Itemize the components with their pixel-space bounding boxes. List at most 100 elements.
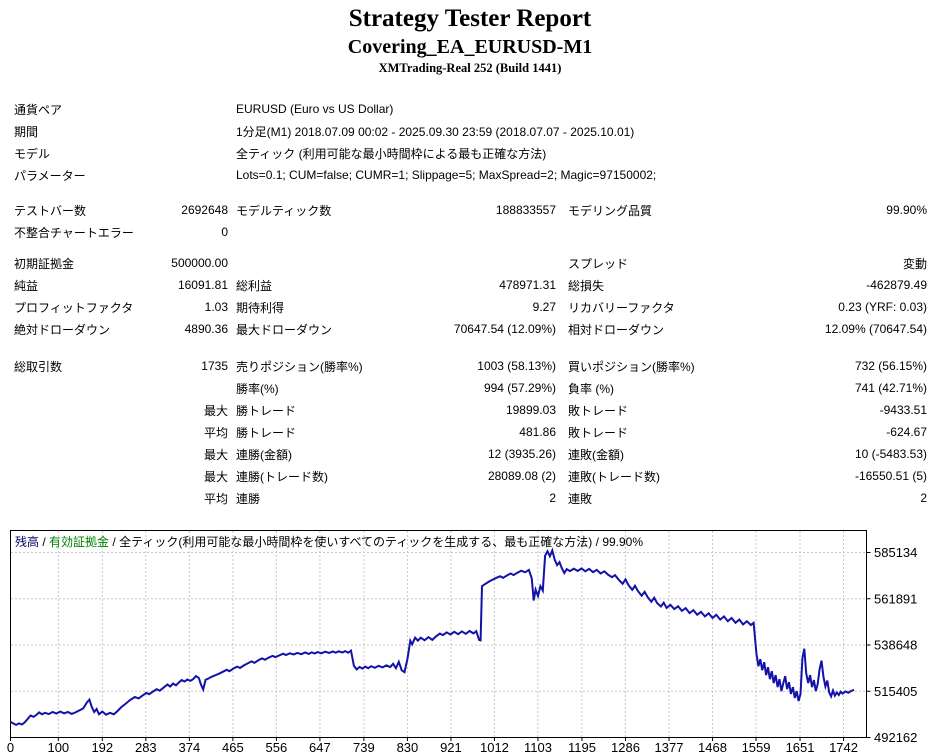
results-table: テストバー数 2692648 モデルティック数 188833557 モデリング品質 99.…: [14, 199, 940, 509]
x-axis-label: 1286: [611, 740, 640, 753]
stats-row: 初期証拠金 500000.00 スプレッド 変動: [14, 252, 940, 274]
stat-value: 平均: [203, 491, 228, 506]
settings-row: モデル 全ティック (利用可能な最小時間枠による最も正確な方法): [14, 142, 940, 164]
stats-row: 純益 16091.81 総利益 478971.31 総損失 -462879.49: [14, 274, 940, 296]
x-axis-label: 192: [91, 740, 113, 753]
stat-label: モデリング品質: [568, 203, 653, 218]
stat-label: 初期証拠金: [14, 256, 75, 271]
stat-value: 99.90%: [886, 203, 927, 217]
stat-label: 連勝: [236, 491, 261, 506]
stat-value: 12.09% (70647.54): [824, 322, 927, 336]
stat-label: 最大ドローダウン: [236, 322, 333, 337]
stat-label: 敗トレード: [568, 403, 629, 418]
y-axis-label: 492162: [874, 730, 917, 745]
stat-label: 総損失: [568, 278, 605, 293]
stats-row: 最大 連勝(トレード数) 28089.08 (2) 連敗(トレード数) -16550.5…: [14, 465, 940, 487]
x-axis-label: 1651: [786, 740, 815, 753]
stats-row: 勝率(%) 994 (57.29%) 負率 (%) 741 (42.71%): [14, 377, 940, 399]
x-axis-label: 1377: [655, 740, 684, 753]
stat-label: プロフィットファクタ: [14, 300, 134, 315]
stats-row: 最大 勝トレード 19899.03 敗トレード -9433.51: [14, 399, 940, 421]
report-title: Strategy Tester Report: [348, 5, 592, 32]
setting-label: モデル: [14, 146, 51, 161]
stat-label: 連勝(金額): [236, 447, 292, 462]
stat-label: モデルティック数: [236, 203, 332, 218]
stats-row: プロフィットファクタ 1.03 期待利得 9.27 リカバリーファクタ 0.23 (YRF…: [14, 296, 940, 318]
expert-advisor-name: Covering_EA_EURUSD-M1: [347, 36, 593, 58]
stat-label: 勝率(%): [236, 381, 279, 396]
stat-label: リカバリーファクタ: [568, 300, 675, 315]
settings-row: 通貨ペア EURUSD (Euro vs US Dollar): [14, 98, 940, 120]
setting-label: 期間: [14, 124, 39, 139]
stat-label: スプレッド: [568, 256, 629, 271]
stat-label: 総取引数: [14, 359, 63, 374]
stat-value: 19899.03: [505, 403, 556, 417]
stats-row: テストバー数 2692648 モデルティック数 188833557 モデリング品質 99.…: [14, 199, 940, 221]
stat-value: 1003 (58.13%): [477, 359, 556, 373]
stat-value: 1735: [201, 359, 228, 373]
legend-separator: /: [39, 535, 50, 549]
legend-model: 全ティック(利用可能な最小時間枠を使いすべてのティックを生成する、最も正確な方法…: [119, 535, 593, 549]
stat-label: 連敗(金額): [568, 447, 624, 462]
x-axis-label: 647: [309, 740, 331, 753]
server-build: XMTrading-Real 252 (Build 1441): [378, 61, 562, 75]
stat-label: 負率 (%): [568, 381, 614, 396]
stat-value: -9433.51: [879, 403, 927, 417]
settings-row: パラメーター Lots=0.1; CUM=false; CUMR=1; Slipp…: [14, 164, 940, 186]
stat-label: 連敗(トレード数): [568, 469, 660, 484]
balance-curve: [10, 547, 855, 727]
stat-value: 1.03: [204, 300, 228, 314]
setting-value: EURUSD (Euro vs US Dollar): [236, 102, 394, 116]
stat-value: 70647.54 (12.09%): [453, 322, 556, 336]
x-axis-label: 283: [135, 740, 157, 753]
stat-value: 188833557: [495, 203, 556, 217]
x-axis-label: 1559: [742, 740, 771, 753]
chart-legend: 残高 / 有効証拠金 / 全ティック(利用可能な最小時間枠を使いすべてのティック…: [15, 533, 643, 550]
setting-value: Lots=0.1; CUM=false; CUMR=1; Slippage=5;…: [236, 168, 657, 182]
stat-value: 732 (56.15%): [854, 359, 927, 373]
stat-label: 期待利得: [236, 300, 285, 315]
stat-value: 最大: [203, 469, 228, 484]
stats-row: 不整合チャートエラー 0: [14, 221, 940, 243]
x-axis-label: 465: [222, 740, 244, 753]
stat-label: 買いポジション(勝率%): [568, 359, 695, 374]
stat-value: 10 (-5483.53): [854, 447, 927, 461]
y-axis-label: 585134: [874, 545, 917, 560]
settings-row: 期間 1分足(M1) 2018.07.09 00:02 - 2025.09.30 …: [14, 120, 940, 142]
stats-group: 総取引数 1735 売りポジション(勝率%) 1003 (58.13%) 買いポジション…: [14, 355, 940, 509]
x-axis-label: 921: [440, 740, 462, 753]
stat-label: 勝トレード: [236, 403, 297, 418]
stat-value: 28089.08 (2): [487, 469, 556, 483]
stat-label: 敗トレード: [568, 425, 629, 440]
settings-table: 通貨ペア EURUSD (Euro vs US Dollar) 期間 1分足(M1) …: [14, 98, 940, 186]
stat-value: 994 (57.29%): [483, 381, 556, 395]
stat-value: -16550.51 (5): [854, 469, 927, 483]
balance-chart-svg: 0 100 192 283 374 465 556 647 739 830 921 1012 1103 1…: [7, 530, 917, 753]
stat-label: 連敗: [568, 491, 593, 506]
stat-value: 変動: [902, 256, 927, 271]
stat-value: 9.27: [532, 300, 556, 314]
stat-value: 4890.36: [184, 322, 228, 336]
stat-value: 2: [920, 491, 927, 505]
stat-value: 最大: [203, 447, 228, 462]
setting-label: 通貨ペア: [14, 102, 63, 117]
y-axis-label: 561891: [874, 591, 917, 606]
balance-chart: 0 100 192 283 374 465 556 647 739 830 921 1012 1103 1…: [0, 530, 940, 753]
stat-value: 0.23 (YRF: 0.03): [838, 300, 927, 314]
legend-separator: /: [592, 535, 603, 549]
x-axis-label: 1195: [568, 740, 596, 753]
stat-value: -624.67: [886, 425, 927, 439]
x-axis-label: 100: [47, 740, 69, 753]
y-axis-label: 538648: [874, 638, 917, 653]
x-axis-label: 830: [397, 740, 419, 753]
stats-row: 絶対ドローダウン 4890.36 最大ドローダウン 70647.54 (12.09%)…: [14, 318, 940, 340]
legend-balance: 残高: [15, 535, 40, 549]
report-header: Strategy Tester Report Covering_EA_EURUS…: [0, 0, 940, 76]
x-axis-label: 374: [178, 740, 200, 753]
stat-label: 総利益: [236, 278, 273, 293]
stat-value: 500000.00: [171, 256, 228, 270]
legend-separator: /: [109, 535, 120, 549]
stats-row: 平均 勝トレード 481.86 敗トレード -624.67: [14, 421, 940, 443]
x-axis-label: 739: [353, 740, 375, 753]
